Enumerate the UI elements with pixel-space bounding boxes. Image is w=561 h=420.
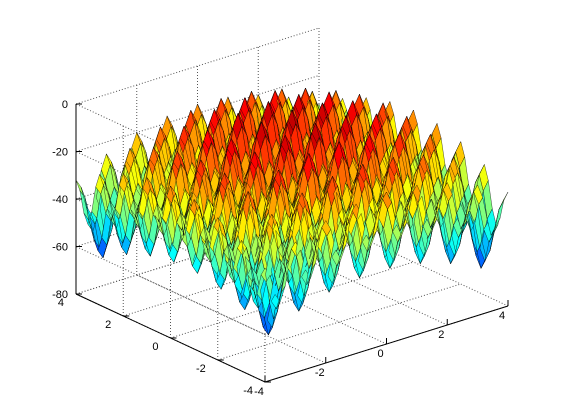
grid-line-z-back	[75, 27, 320, 105]
x-tick-label: -2	[315, 367, 325, 379]
grid-line-y-floor	[75, 217, 320, 295]
z-tick-label: -80	[52, 289, 68, 301]
grid-line-z-back	[75, 170, 320, 247]
x-tick-label: 0	[377, 348, 383, 360]
y-tick-label: 4	[58, 297, 64, 309]
grid-line-y-floor	[217, 283, 461, 361]
grid-line-y-floor	[170, 261, 414, 339]
grid-line-y-floor	[123, 239, 367, 317]
y-tick-label: -2	[196, 363, 206, 375]
z-tick-label: -60	[52, 242, 68, 254]
z-tick-label: -40	[52, 194, 68, 206]
z-tick-label: 0	[62, 99, 68, 111]
x-tick-label: -4	[254, 386, 264, 398]
grid-line-z-back	[75, 75, 320, 152]
z-tick-label: -20	[52, 147, 68, 159]
axis-ticks	[76, 103, 509, 383]
y-tick-label: -4	[243, 385, 253, 397]
x-tick-label: 2	[438, 329, 444, 341]
surface-patch	[498, 191, 509, 210]
surface-patch	[494, 198, 505, 229]
x-tick-label: 4	[499, 310, 505, 322]
y-tick-label: 2	[105, 319, 111, 331]
surface	[75, 87, 509, 336]
y-tick-label: 0	[152, 341, 158, 353]
